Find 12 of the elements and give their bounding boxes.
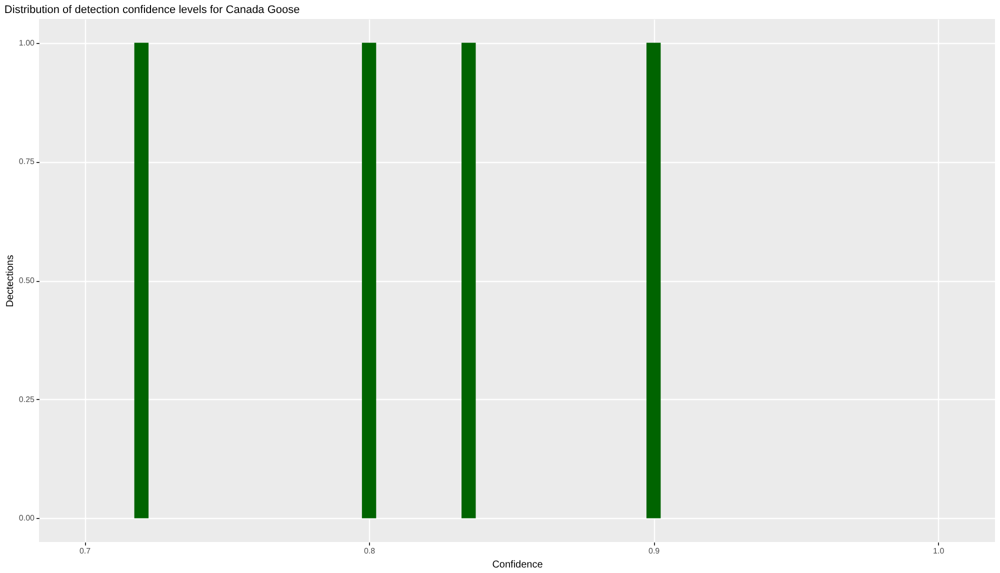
x-tick-label: 0.8 [364, 546, 376, 556]
y-tick-label: 0.50 [18, 276, 36, 285]
chart-title: Distribution of detection confidence levels for Canada Goose [4, 4, 300, 16]
x-tick-label: 1.0 [933, 546, 945, 556]
x-tick-label: 0.7 [79, 546, 92, 556]
x-tick-label: 0.9 [648, 546, 660, 556]
y-tick-label: 0.75 [18, 157, 36, 166]
x-axis-title: Confidence [492, 560, 544, 570]
y-axis-title: Dectections [4, 254, 16, 308]
y-tick-label: 0.00 [18, 514, 36, 523]
y-tick-label: 1.00 [18, 38, 36, 48]
y-tick-label: 0.25 [18, 394, 36, 404]
